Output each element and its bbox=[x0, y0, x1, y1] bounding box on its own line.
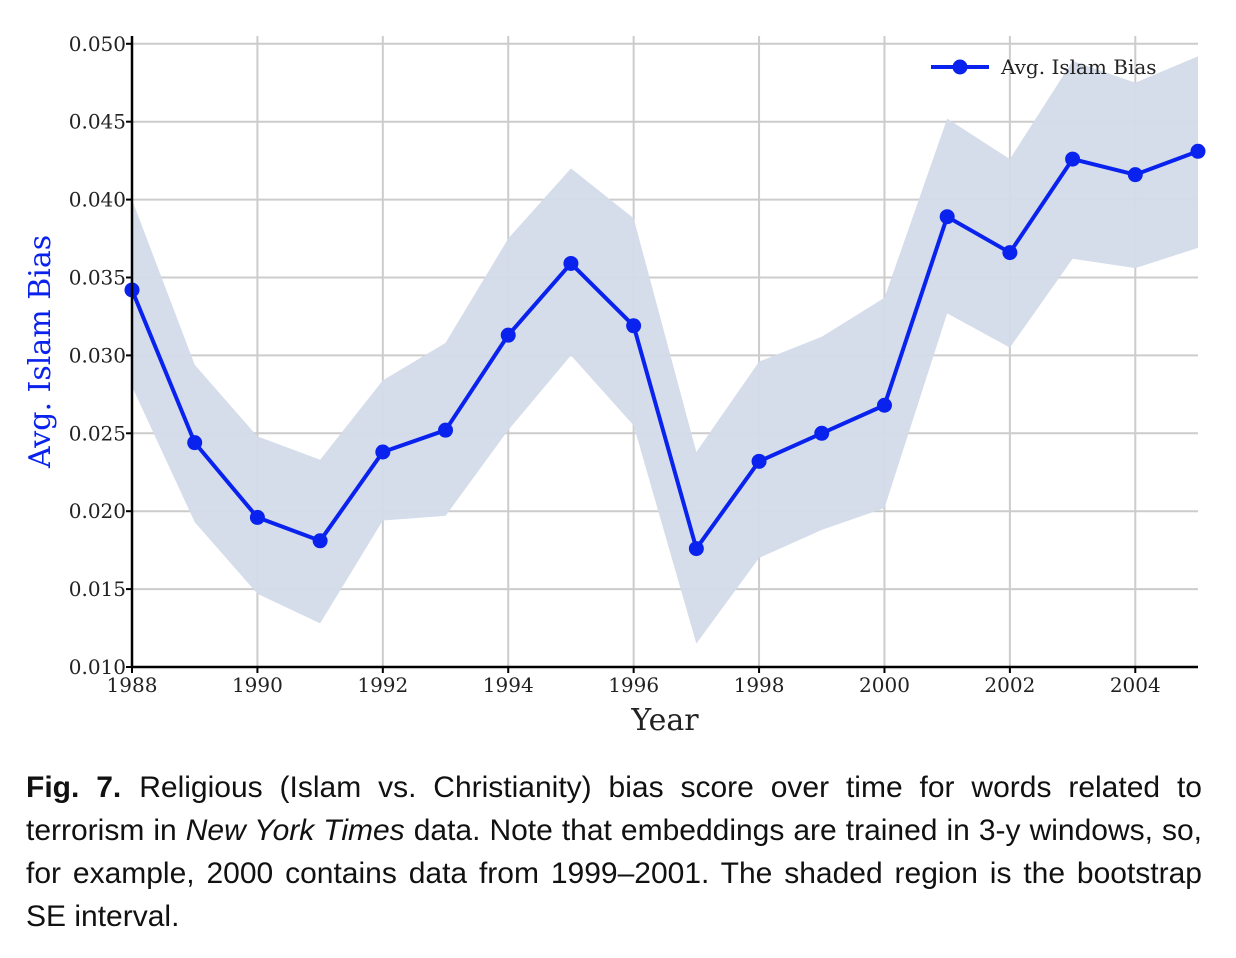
tick-labels: 1988 1990 1992 1994 1996 1998 2000 2002 2004 0.01… bbox=[69, 32, 1161, 697]
x-tick-label: 1992 bbox=[357, 673, 408, 697]
se-band bbox=[132, 56, 1198, 644]
data-point bbox=[1190, 143, 1206, 159]
data-point bbox=[375, 444, 391, 460]
data-point bbox=[1065, 151, 1081, 167]
x-tick-label: 2000 bbox=[859, 673, 910, 697]
y-tick-label: 0.020 bbox=[69, 499, 126, 523]
caption-italic-text: New York Times bbox=[185, 814, 405, 847]
x-tick-label: 1990 bbox=[232, 673, 283, 697]
data-point bbox=[814, 425, 830, 441]
legend-marker bbox=[952, 59, 968, 75]
x-tick-label: 1994 bbox=[483, 673, 534, 697]
data-point bbox=[563, 255, 579, 271]
x-tick-label: 2004 bbox=[1110, 673, 1161, 697]
axes bbox=[126, 36, 1198, 673]
data-point bbox=[939, 209, 955, 225]
data-point bbox=[1002, 245, 1018, 261]
y-tick-label: 0.045 bbox=[69, 110, 126, 134]
x-tick-label: 2002 bbox=[984, 673, 1035, 697]
caption-text-part2: data. Note that embeddings are trained i… bbox=[26, 814, 1202, 933]
data-point bbox=[500, 327, 516, 343]
data-point bbox=[249, 509, 265, 525]
y-tick-label: 0.025 bbox=[69, 421, 126, 445]
data-point bbox=[688, 541, 704, 557]
y-axis-label: Avg. Islam Bias bbox=[23, 235, 58, 469]
legend: Avg. Islam Bias bbox=[931, 55, 1157, 79]
data-point bbox=[876, 397, 892, 413]
y-tick-label: 0.010 bbox=[69, 655, 126, 679]
y-tick-label: 0.030 bbox=[69, 343, 126, 367]
x-tick-label: 1998 bbox=[734, 673, 785, 697]
data-point bbox=[1127, 167, 1143, 183]
y-tick-label: 0.040 bbox=[69, 188, 126, 212]
data-point bbox=[312, 533, 328, 549]
data-point bbox=[626, 318, 642, 334]
y-tick-label: 0.035 bbox=[69, 265, 126, 289]
series-line bbox=[130, 149, 1199, 551]
x-tick-label: 1996 bbox=[608, 673, 659, 697]
figure-number: Fig. 7. bbox=[26, 771, 122, 804]
y-tick-label: 0.050 bbox=[69, 32, 126, 56]
x-tick-label: 1988 bbox=[107, 673, 158, 697]
plot-area bbox=[124, 143, 1206, 557]
x-axis-label: Year bbox=[630, 703, 699, 738]
figure-caption: Fig. 7. Religious (Islam vs. Christianity… bbox=[26, 766, 1202, 938]
chart-svg: 1988 1990 1992 1994 1996 1998 2000 2002 2004 0.01… bbox=[23, 32, 1206, 738]
y-tick-label: 0.015 bbox=[69, 577, 126, 601]
legend-label: Avg. Islam Bias bbox=[1000, 55, 1157, 79]
caption-text-part1: Religious (Islam vs. Christianity) bias … bbox=[26, 771, 1202, 847]
data-point bbox=[751, 453, 767, 469]
data-point bbox=[438, 422, 454, 438]
data-point bbox=[187, 435, 203, 451]
